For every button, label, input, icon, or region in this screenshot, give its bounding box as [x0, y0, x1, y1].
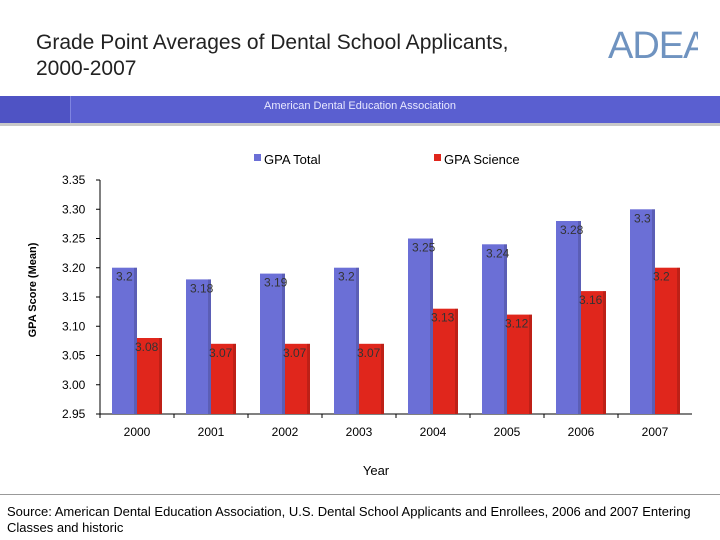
bar-shade-gpa-science-2006: [603, 291, 606, 414]
data-label-gpa-total-2001: 3.18: [190, 281, 214, 295]
bar-shade-gpa-total-2002: [282, 273, 285, 414]
adea-logo: ADEA: [608, 25, 698, 64]
bar-gpa-science-2006: [581, 291, 606, 414]
gpa-bar-chart: GPA Total GPA Science 2.95 3.00 3.05 3.10 3.…: [27, 152, 692, 478]
header-band-left-block: [0, 96, 71, 123]
data-label-gpa-total-2007: 3.3: [634, 211, 651, 225]
data-label-gpa-science-2004: 3.13: [431, 311, 455, 325]
data-label-gpa-total-2006: 3.28: [560, 223, 584, 237]
bar-shade-gpa-science-2001: [233, 343, 236, 414]
bar-gpa-total-2005: [482, 244, 507, 414]
bar-gpa-total-2001: [186, 279, 211, 414]
adea-logo-text: ADEA: [608, 25, 698, 64]
data-label-gpa-total-2004: 3.25: [412, 241, 436, 255]
legend-label-gpa-total: GPA Total: [264, 152, 321, 167]
x-tick-label-2007: 2007: [642, 425, 669, 439]
header-band: [0, 96, 720, 123]
data-label-gpa-total-2005: 3.24: [486, 246, 510, 260]
legend-swatch-gpa-total: [254, 154, 261, 161]
bar-gpa-total-2000: [112, 267, 137, 414]
data-label-gpa-science-2001: 3.07: [209, 346, 233, 360]
bar-shade-gpa-science-2003: [381, 343, 384, 414]
x-tick-label-2002: 2002: [272, 425, 299, 439]
bar-gpa-science-2007: [655, 267, 680, 414]
bar-gpa-total-2007: [630, 209, 655, 414]
y-tick-label: 3.15: [62, 290, 86, 304]
bar-shade-gpa-science-2000: [159, 338, 162, 414]
bar-gpa-total-2002: [260, 273, 285, 414]
organization-name: American Dental Education Association: [264, 100, 456, 112]
bar-gpa-science-2003: [359, 343, 384, 414]
x-tick-label-2004: 2004: [420, 425, 447, 439]
bar-shade-gpa-total-2004: [430, 238, 433, 414]
bar-gpa-science-2005: [507, 314, 532, 414]
data-label-gpa-total-2003: 3.2: [338, 270, 355, 284]
legend-label-gpa-science: GPA Science: [444, 152, 520, 167]
y-tick-label: 3.20: [62, 261, 86, 275]
data-label-gpa-science-2006: 3.16: [579, 293, 603, 307]
y-tick-label: 3.05: [62, 349, 86, 363]
bar-shade-gpa-science-2005: [529, 314, 532, 414]
data-label-gpa-total-2000: 3.2: [116, 270, 133, 284]
x-tick-label-2003: 2003: [346, 425, 373, 439]
y-tick-label: 3.35: [62, 173, 86, 187]
bar-gpa-science-2002: [285, 343, 310, 414]
x-tick-label-2005: 2005: [494, 425, 521, 439]
y-tick-label: 3.25: [62, 232, 86, 246]
y-tick-label: 3.10: [62, 319, 86, 333]
bar-gpa-science-2001: [211, 343, 236, 414]
bar-shade-gpa-total-2001: [208, 279, 211, 414]
bar-gpa-science-2004: [433, 308, 458, 414]
bar-gpa-total-2003: [334, 267, 359, 414]
bar-gpa-total-2006: [556, 221, 581, 414]
x-tick-label-2006: 2006: [568, 425, 595, 439]
source-citation: Source: American Dental Education Associ…: [7, 504, 691, 535]
chart-legend: GPA Total GPA Science: [254, 152, 520, 167]
y-tick-label: 2.95: [62, 407, 86, 421]
data-label-gpa-science-2002: 3.07: [283, 346, 307, 360]
bar-gpa-science-2000: [137, 338, 162, 414]
bar-shade-gpa-total-2000: [134, 267, 137, 414]
bar-shade-gpa-total-2003: [356, 267, 359, 414]
bar-shade-gpa-total-2006: [578, 221, 581, 414]
bar-shade-gpa-science-2007: [677, 267, 680, 414]
x-tick-label-2000: 2000: [124, 425, 151, 439]
page-title: Grade Point Averages of Dental School Ap…: [36, 31, 509, 80]
x-axis-label: Year: [363, 463, 390, 478]
y-tick-label: 3.00: [62, 378, 86, 392]
y-axis-label: GPA Score (Mean): [27, 242, 39, 337]
bar-shade-gpa-science-2004: [455, 308, 458, 414]
data-label-gpa-total-2002: 3.19: [264, 276, 288, 290]
data-label-gpa-science-2005: 3.12: [505, 317, 529, 331]
data-label-gpa-science-2007: 3.2: [653, 270, 670, 284]
bar-gpa-total-2004: [408, 238, 433, 414]
source-footer: Source: American Dental Education Associ…: [0, 494, 720, 540]
x-tick-label-2001: 2001: [198, 425, 225, 439]
y-tick-label: 3.30: [62, 202, 86, 216]
data-label-gpa-science-2000: 3.08: [135, 340, 159, 354]
bar-shade-gpa-total-2007: [652, 209, 655, 414]
legend-swatch-gpa-science: [434, 154, 441, 161]
bar-shade-gpa-total-2005: [504, 244, 507, 414]
data-label-gpa-science-2003: 3.07: [357, 346, 381, 360]
bar-shade-gpa-science-2002: [307, 343, 310, 414]
